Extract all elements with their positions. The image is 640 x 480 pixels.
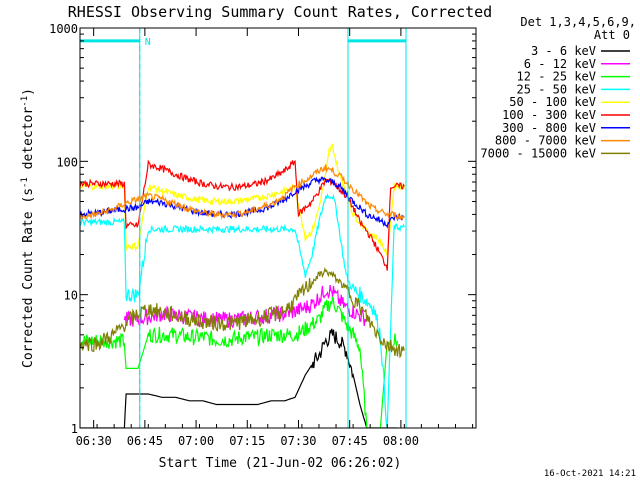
series-line-1 — [123, 285, 368, 329]
legend-header-line-2: Att 0 — [594, 28, 630, 42]
marker-layer: N — [79, 28, 407, 428]
timestamp: 16-Oct-2021 14:21 — [544, 469, 636, 479]
tick-layer: 06:30 06:45 07:00 07:15 07:30 07:45 08:00 1 10 10… — [49, 22, 476, 448]
series-layer — [80, 143, 405, 428]
legend-label-2: 12 - 25 keV — [517, 70, 596, 84]
legend-label-4: 50 - 100 keV — [509, 95, 596, 109]
y-tick-label-1: 10 — [64, 289, 78, 303]
legend-header-line-1: Det 1,3,4,5,6,9, — [520, 15, 636, 29]
x-tick-label-2: 07:00 — [178, 434, 214, 448]
legend-label-0: 3 - 6 keV — [531, 44, 596, 58]
series-line-4 — [80, 143, 405, 256]
legend-label-1: 6 - 12 keV — [524, 57, 596, 71]
y-tick-label-0: 1 — [71, 422, 78, 436]
y-axis-label: Corrected Count Rate (s-1 detector-1) — [20, 88, 36, 368]
x-tick-label-6: 08:00 — [383, 434, 419, 448]
series-line-2 — [80, 294, 399, 428]
y-tick-label-2: 100 — [56, 155, 78, 169]
x-tick-label-0: 06:30 — [76, 434, 112, 448]
x-axis-label: Start Time (21-Jun-02 06:26:02) — [159, 456, 402, 471]
x-tick-label-5: 07:45 — [332, 434, 368, 448]
legend-label-7: 800 - 7000 keV — [495, 134, 596, 148]
y-tick-label-3: 1000 — [49, 22, 78, 36]
legend-label-3: 25 - 50 keV — [517, 82, 596, 96]
x-tick-label-4: 07:30 — [280, 434, 316, 448]
flag-label: N — [145, 37, 151, 48]
series-line-3 — [80, 193, 405, 428]
series-line-0 — [80, 328, 398, 428]
series-line-8 — [80, 266, 405, 359]
legend-label-6: 300 - 800 keV — [502, 121, 596, 135]
chart-title: RHESSI Observing Summary Count Rates, Co… — [68, 3, 492, 21]
series-line-7 — [80, 164, 405, 221]
legend-label-8: 7000 - 15000 keV — [480, 146, 596, 160]
x-tick-label-1: 06:45 — [127, 434, 163, 448]
series-line-5 — [80, 159, 405, 271]
x-tick-label-3: 07:15 — [229, 434, 265, 448]
plot-frame — [79, 27, 477, 429]
legend-label-5: 100 - 300 keV — [502, 108, 596, 122]
